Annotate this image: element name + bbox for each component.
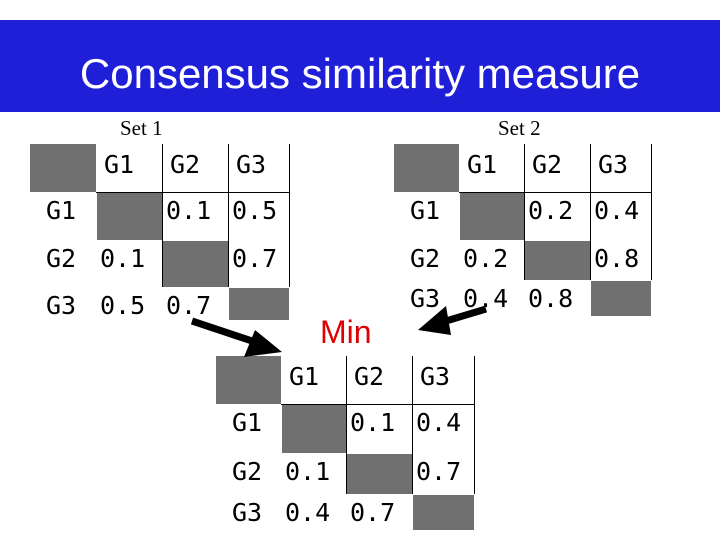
title-bar: [0, 20, 720, 112]
set2-label: Set 2: [498, 116, 541, 140]
right-arrow-icon: [418, 305, 488, 335]
left-arrow-icon: [190, 317, 282, 357]
row-header: G1: [410, 196, 441, 225]
set1-label: Set 1: [120, 116, 163, 140]
column-header: G1: [104, 150, 135, 179]
header-divider: [459, 192, 651, 193]
matrix-value: 0.4: [594, 196, 640, 225]
diagonal-cell: [97, 193, 162, 240]
matrix-value: 0.7: [232, 244, 278, 273]
row-header: G1: [46, 196, 77, 225]
column-header: G1: [467, 150, 498, 179]
column-header: G3: [236, 150, 267, 179]
row-header: G3: [410, 284, 441, 313]
matrix-value: 0.7: [166, 291, 212, 320]
diagonal-cell: [591, 281, 651, 316]
column-divider: [346, 356, 347, 494]
min-label: Min: [320, 314, 372, 350]
matrix-value: 0.8: [594, 244, 640, 273]
header-divider: [281, 404, 474, 405]
corner-cell: [216, 356, 281, 404]
matrix-value: 0.1: [285, 457, 331, 486]
row-header: G2: [46, 244, 77, 273]
diagonal-cell: [460, 193, 524, 240]
header-divider: [96, 192, 289, 193]
column-header: G2: [532, 150, 563, 179]
column-divider: [289, 144, 290, 287]
matrix-value: 0.4: [416, 408, 462, 437]
diagonal-cell: [525, 241, 590, 280]
matrix-value: 0.8: [528, 284, 574, 313]
column-divider: [228, 144, 229, 287]
corner-cell: [394, 144, 459, 192]
diagonal-cell: [282, 405, 346, 453]
diagonal-cell: [413, 495, 474, 530]
column-header: G2: [354, 362, 385, 391]
matrix-value: 0.4: [285, 498, 331, 527]
column-divider: [412, 356, 413, 494]
column-divider: [474, 356, 475, 494]
diagonal-cell: [229, 288, 289, 320]
column-divider: [590, 144, 591, 280]
matrix-value: 0.7: [350, 498, 396, 527]
row-header: G1: [232, 408, 263, 437]
row-header: G2: [410, 244, 441, 273]
corner-cell: [30, 144, 96, 192]
matrix-value: 0.2: [528, 196, 574, 225]
column-divider: [651, 144, 652, 280]
matrix-value: 0.1: [350, 408, 396, 437]
matrix-value: 0.2: [463, 244, 509, 273]
column-header: G1: [289, 362, 320, 391]
row-header: G3: [232, 498, 263, 527]
matrix-value: 0.1: [166, 196, 212, 225]
column-header: G3: [420, 362, 451, 391]
diagonal-cell: [163, 241, 228, 287]
matrix-value: 0.5: [232, 196, 278, 225]
row-header: G2: [232, 457, 263, 486]
matrix-value: 0.1: [100, 244, 146, 273]
column-divider: [162, 144, 163, 287]
column-header: G2: [170, 150, 201, 179]
row-header: G3: [46, 291, 77, 320]
column-divider: [524, 144, 525, 280]
matrix-value: 0.7: [416, 457, 462, 486]
diagonal-cell: [347, 454, 412, 494]
matrix-value: 0.5: [100, 291, 146, 320]
slide-title: Consensus similarity measure: [79, 50, 641, 97]
column-header: G3: [598, 150, 629, 179]
